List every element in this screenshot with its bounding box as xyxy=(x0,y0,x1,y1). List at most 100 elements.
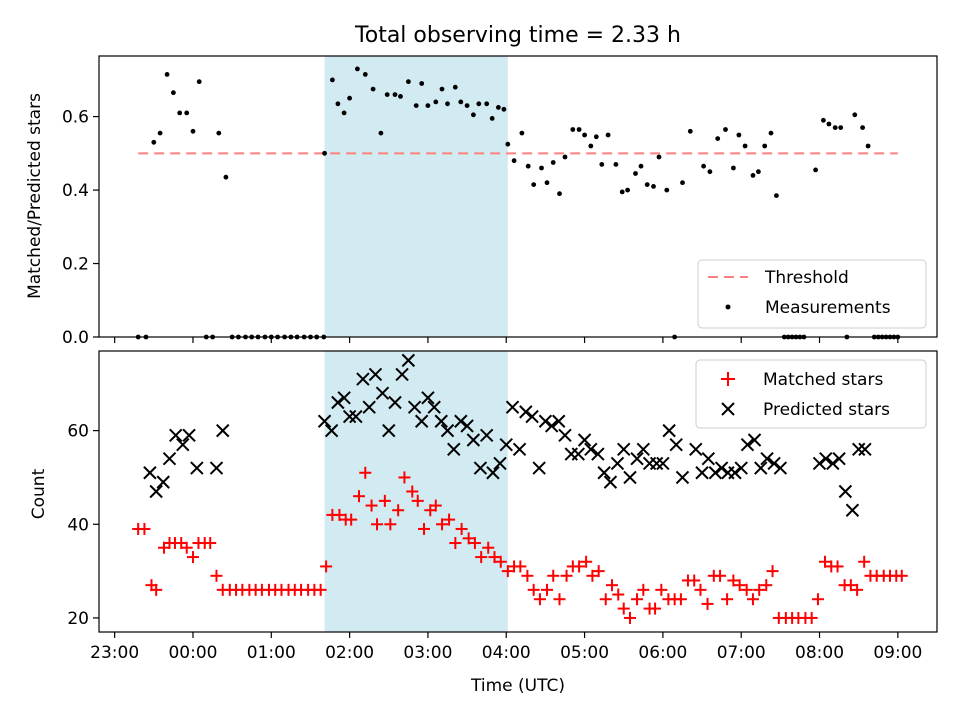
matched-star-point xyxy=(714,569,727,582)
predicted-star-point xyxy=(395,367,409,382)
predicted-star-point xyxy=(368,367,383,382)
measurement-point xyxy=(731,165,736,171)
measurement-point xyxy=(196,79,202,85)
measurement-point xyxy=(370,86,376,92)
measurement-point xyxy=(164,72,170,77)
matched-star-point xyxy=(371,518,384,531)
measurement-point xyxy=(322,150,327,156)
measurement-point xyxy=(562,154,568,160)
predicted-star-point xyxy=(427,400,441,414)
measurement-point xyxy=(715,136,721,142)
x-tick-label: 00:00 xyxy=(168,643,217,663)
measurement-point xyxy=(501,106,507,112)
measurement-point xyxy=(813,167,818,173)
predicted-star-point xyxy=(591,447,605,461)
measurement-point xyxy=(544,180,550,186)
measurement-point xyxy=(439,86,445,92)
predicted-star-point xyxy=(162,452,177,466)
matched-star-point xyxy=(586,569,599,582)
measurement-point xyxy=(216,130,222,136)
matched-star-point xyxy=(521,569,534,582)
measurement-point xyxy=(750,173,756,178)
predicted-star-point xyxy=(597,466,611,480)
measurement-point xyxy=(619,189,625,195)
measurement-point xyxy=(362,72,368,77)
matched-star-point xyxy=(449,537,462,550)
measurement-point xyxy=(392,92,398,97)
predicted-star-point xyxy=(421,391,435,405)
predicted-star-point xyxy=(454,414,468,428)
measurement-point xyxy=(425,103,431,108)
measurement-point xyxy=(756,169,761,175)
matched-star-point xyxy=(204,537,217,550)
measurement-point xyxy=(330,77,335,83)
x-tick-label: 23:00 xyxy=(90,643,139,663)
measurement-point xyxy=(484,101,490,107)
matched-star-point xyxy=(858,555,871,568)
matched-star-point xyxy=(733,579,746,592)
matched-star-point xyxy=(398,471,411,484)
y-tick-label: 0.6 xyxy=(62,108,89,128)
predicted-star-point xyxy=(331,395,345,410)
measurement-point xyxy=(633,171,638,176)
matched-star-point xyxy=(406,485,419,498)
predicted-star-point xyxy=(317,414,332,428)
matched-star-point xyxy=(314,583,327,596)
measurement-point xyxy=(347,95,352,101)
measurement-point xyxy=(406,79,411,85)
measurement-point xyxy=(539,165,544,171)
matched-star-point xyxy=(760,579,773,592)
matched-star-point xyxy=(455,522,468,535)
y-tick-label: 0.4 xyxy=(62,181,89,201)
predicted-star-point xyxy=(630,452,644,466)
measurement-point xyxy=(452,84,458,90)
measurements-legend-label: Measurements xyxy=(765,298,891,318)
measurement-point xyxy=(680,180,685,186)
matched-star-point xyxy=(573,560,586,573)
predicted-star-point xyxy=(349,409,363,424)
matched-star-point xyxy=(436,518,449,531)
x-tick-label: 09:00 xyxy=(873,643,922,663)
matched-star-point xyxy=(411,494,424,507)
measurement-point xyxy=(433,99,439,105)
predicted-star-point xyxy=(169,428,183,443)
bottom-legend: Matched stars Predicted stars xyxy=(695,359,927,429)
measurement-point xyxy=(223,174,229,180)
predicted-star-point xyxy=(460,419,474,433)
measurement-point xyxy=(557,191,562,197)
measurement-point xyxy=(644,182,650,188)
matched-star-point xyxy=(333,508,346,521)
matched-star-point xyxy=(468,537,481,550)
measurement-point xyxy=(762,143,768,149)
predicted-star-point xyxy=(176,437,190,452)
predicted-star-point xyxy=(532,461,546,475)
measurement-point xyxy=(184,110,190,116)
x-tick-label: 08:00 xyxy=(795,643,844,663)
measurement-point xyxy=(664,187,670,193)
measurement-point xyxy=(190,128,196,134)
predicted-star-point xyxy=(324,423,339,438)
matched-star-point xyxy=(359,466,372,479)
predicted-star-point xyxy=(577,433,592,447)
top-y-axis-label: Matched/Predicted stars xyxy=(25,93,45,299)
measurement-point xyxy=(335,101,341,107)
matched-star-point xyxy=(540,583,553,596)
predicted-star-point xyxy=(375,386,390,400)
measurement-point xyxy=(476,101,482,107)
predicted-star-point xyxy=(479,428,494,443)
predicted-star-point xyxy=(505,400,520,414)
measurement-point xyxy=(852,112,858,118)
matched-star-point xyxy=(805,611,818,624)
measurements-legend-marker xyxy=(725,304,731,310)
matched-star-point xyxy=(392,504,405,517)
matched-star-point xyxy=(443,513,456,526)
matched-star-point xyxy=(649,602,662,615)
measurement-point xyxy=(599,162,605,167)
matched-star-point xyxy=(180,541,193,554)
x-tick-label: 05:00 xyxy=(560,643,609,663)
measurement-point xyxy=(701,163,706,169)
measurement-point xyxy=(860,125,865,130)
measurement-point xyxy=(511,158,517,164)
predicted-star-point xyxy=(656,456,670,471)
